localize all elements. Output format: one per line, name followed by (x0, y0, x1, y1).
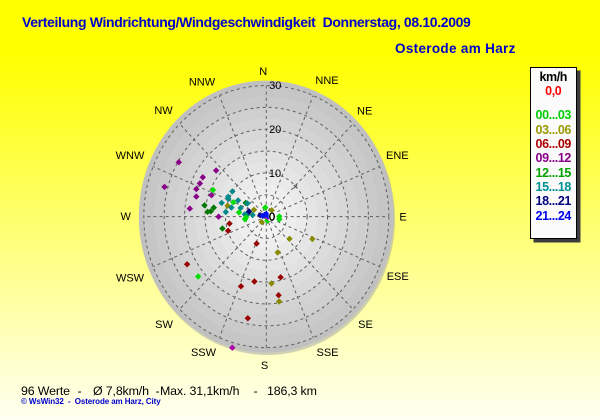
svg-text:SSW: SSW (191, 347, 217, 359)
svg-text:N: N (259, 66, 267, 78)
svg-text:10: 10 (269, 168, 281, 180)
svg-text:SSE: SSE (316, 347, 338, 359)
svg-text:ENE: ENE (386, 150, 409, 162)
svg-text:20: 20 (269, 124, 281, 136)
svg-text:SW: SW (155, 319, 173, 331)
svg-text:S: S (261, 360, 268, 372)
svg-text:WNW: WNW (116, 150, 145, 162)
svg-text:E: E (399, 212, 406, 224)
svg-text:WSW: WSW (116, 273, 145, 285)
svg-text:ESE: ESE (387, 271, 409, 283)
svg-text:W: W (121, 211, 132, 223)
svg-text:NNE: NNE (315, 75, 338, 87)
svg-text:NW: NW (154, 105, 173, 117)
svg-text:NE: NE (357, 106, 372, 118)
svg-text:NNW: NNW (189, 77, 216, 89)
svg-text:30: 30 (269, 80, 281, 92)
svg-text:SE: SE (358, 319, 373, 331)
